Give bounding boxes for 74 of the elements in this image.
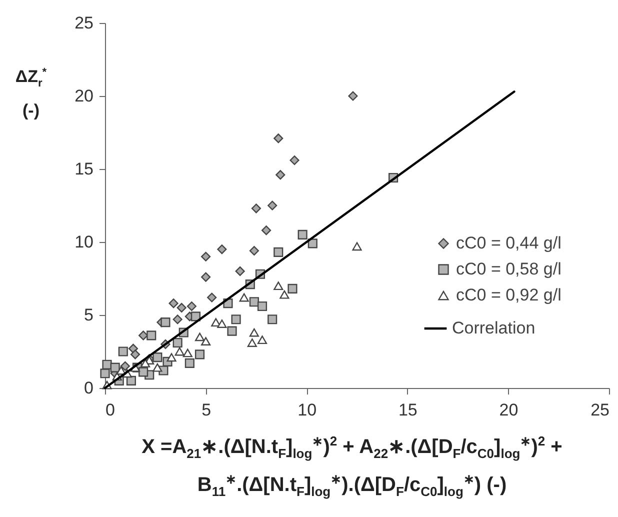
point (130, 350, 140, 360)
y-tick-label: 0 (84, 378, 94, 398)
x-tick-label: 20 (499, 400, 518, 420)
point (348, 91, 358, 101)
point (176, 302, 186, 312)
y-tick-label: 20 (74, 86, 94, 106)
legend-label: cC0 = 0,58 g/l (456, 260, 562, 278)
point (217, 320, 227, 328)
point (268, 200, 278, 210)
x-tick-label: 25 (590, 400, 610, 420)
point (138, 367, 148, 377)
x-tick-label: 0 (106, 400, 115, 420)
point (186, 301, 196, 312)
point (120, 361, 130, 371)
point (166, 353, 176, 362)
point (152, 352, 162, 362)
point (249, 297, 259, 307)
point (352, 242, 362, 251)
point (118, 346, 128, 356)
point (235, 266, 245, 276)
point (261, 226, 272, 236)
point (276, 170, 286, 180)
point (100, 368, 110, 378)
point (140, 358, 150, 368)
point (138, 330, 148, 340)
point (288, 284, 298, 294)
point (298, 230, 308, 240)
point (160, 318, 170, 328)
point (274, 247, 284, 258)
point (194, 332, 205, 342)
text: X =A$_{21}$∗.(Δ[N.t$_{F}$]$_{log}$$^{∗}$)$^{2}$ + A$_{22}$∗.(Δ[D$_{F}$/c$_{C0}$]$_{log}$$^{∗}$)$^{2}$ + B$_{11}$$^{∗}$.(Δ[N.t$_{F}$]$_{log}$$^{∗}$).(Δ[D$_{F}$/c$_{C0}$]$_{log}$$^{∗}$) (-) (142, 433, 562, 499)
point (239, 293, 249, 302)
point (184, 358, 194, 368)
x-tick-label: 5 (202, 400, 212, 420)
point (251, 204, 261, 214)
point (152, 363, 162, 372)
x-tick-label: 10 (298, 400, 317, 420)
point (174, 347, 184, 356)
point (172, 338, 182, 348)
point (194, 350, 205, 360)
point (268, 314, 278, 324)
point (249, 246, 259, 256)
point (274, 282, 284, 290)
point (274, 134, 284, 144)
point (207, 292, 217, 302)
point (110, 362, 120, 372)
point (211, 318, 221, 327)
point (308, 238, 318, 248)
point (201, 337, 211, 346)
point (217, 244, 227, 254)
point (172, 314, 182, 324)
y-tick-label: 15 (74, 160, 94, 178)
point (168, 298, 178, 308)
point (227, 326, 237, 336)
point (146, 330, 156, 340)
point (247, 338, 257, 347)
point (201, 272, 211, 282)
point (190, 312, 201, 322)
point (182, 348, 192, 358)
x-tick-label: 15 (398, 400, 418, 420)
point (257, 301, 268, 312)
point (201, 252, 211, 262)
point (249, 328, 259, 337)
point (290, 155, 300, 166)
legend-label: Correlation (452, 318, 536, 338)
point (126, 376, 136, 386)
y-tick-label: 5 (84, 306, 94, 324)
legend-label: cC0 = 0,92 g/l (456, 286, 562, 304)
y-tick-label: 10 (74, 232, 94, 252)
point (280, 290, 290, 299)
point (231, 314, 241, 324)
y-tick-label: 25 (74, 14, 94, 32)
point (257, 336, 268, 344)
legend-label: cC0 = 0,44 g/l (456, 234, 562, 252)
